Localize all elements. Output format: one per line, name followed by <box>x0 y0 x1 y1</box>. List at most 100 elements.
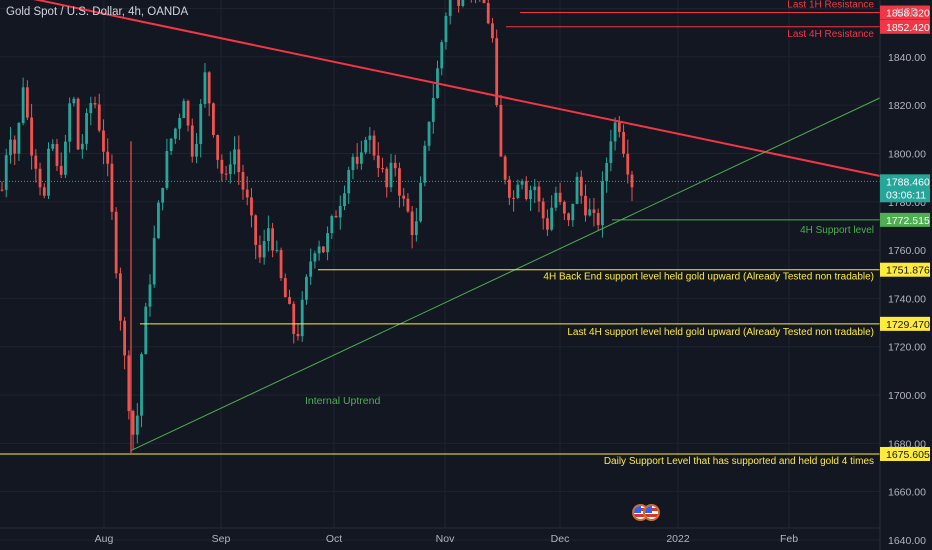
candle-body[interactable] <box>330 215 334 234</box>
candle-body[interactable] <box>178 118 181 129</box>
candle-body[interactable] <box>486 3 490 24</box>
candle-body[interactable] <box>203 72 207 104</box>
candle-body[interactable] <box>237 149 241 173</box>
candle-body[interactable] <box>524 180 528 200</box>
candle-body[interactable] <box>182 100 186 119</box>
candle-body[interactable] <box>334 215 338 218</box>
candle-body[interactable] <box>190 125 194 157</box>
candle-body[interactable] <box>444 15 448 43</box>
candle-body[interactable] <box>271 228 275 251</box>
candle-body[interactable] <box>68 103 72 142</box>
candle-body[interactable] <box>622 131 625 154</box>
candle-body[interactable] <box>144 306 148 355</box>
candle-body[interactable] <box>233 149 236 165</box>
candle-body[interactable] <box>195 143 198 157</box>
candle-body[interactable] <box>21 87 25 124</box>
candle-body[interactable] <box>212 103 215 135</box>
candle-body[interactable] <box>313 253 317 262</box>
candle-body[interactable] <box>207 72 211 104</box>
candle-body[interactable] <box>42 187 46 196</box>
candle-body[interactable] <box>199 103 203 144</box>
candle-body[interactable] <box>440 42 444 69</box>
candle-body[interactable] <box>321 246 325 253</box>
candle-body[interactable] <box>250 197 253 216</box>
candle-body[interactable] <box>220 159 224 174</box>
candle-body[interactable] <box>131 410 135 435</box>
candle-body[interactable] <box>461 0 465 6</box>
candle-body[interactable] <box>609 141 613 163</box>
candle-body[interactable] <box>359 152 363 164</box>
candle-body[interactable] <box>457 0 461 6</box>
candle-body[interactable] <box>537 186 541 202</box>
candle-body[interactable] <box>55 144 59 166</box>
candle-body[interactable] <box>165 151 169 188</box>
candle-body[interactable] <box>279 250 283 279</box>
candle-body[interactable] <box>76 98 80 150</box>
candle-body[interactable] <box>554 192 558 208</box>
candle-body[interactable] <box>9 139 12 156</box>
candle-body[interactable] <box>372 135 376 156</box>
candle-body[interactable] <box>85 113 88 144</box>
candle-body[interactable] <box>4 155 8 190</box>
candle-body[interactable] <box>224 173 228 175</box>
candle-body[interactable] <box>292 303 296 334</box>
candle-body[interactable] <box>368 135 372 140</box>
candle-body[interactable] <box>541 201 545 219</box>
candle-body[interactable] <box>385 168 389 188</box>
candle-body[interactable] <box>423 145 427 183</box>
candle-body[interactable] <box>499 105 503 157</box>
candle-body[interactable] <box>533 186 537 191</box>
candle-body[interactable] <box>296 333 300 337</box>
candle-body[interactable] <box>402 195 406 199</box>
candle-body[interactable] <box>427 121 431 146</box>
candle-body[interactable] <box>326 233 329 253</box>
candle-body[interactable] <box>51 144 55 149</box>
candle-body[interactable] <box>482 0 486 4</box>
candle-body[interactable] <box>398 168 401 196</box>
candle-body[interactable] <box>529 190 532 200</box>
candle-body[interactable] <box>410 211 414 236</box>
candle-body[interactable] <box>355 156 359 164</box>
candle-body[interactable] <box>72 98 76 104</box>
candle-body[interactable] <box>114 211 118 274</box>
candle-body[interactable] <box>161 187 165 203</box>
candle-body[interactable] <box>626 153 630 175</box>
candle-body[interactable] <box>516 184 520 198</box>
candle-body[interactable] <box>617 122 621 132</box>
candle-body[interactable] <box>309 261 313 277</box>
candle-body[interactable] <box>30 117 33 156</box>
candle-body[interactable] <box>123 320 127 356</box>
candle-body[interactable] <box>135 415 139 435</box>
candle-body[interactable] <box>34 155 38 169</box>
candle-body[interactable] <box>169 138 173 152</box>
candle-body[interactable] <box>579 176 583 196</box>
candle-body[interactable] <box>431 98 435 122</box>
candle-body[interactable] <box>0 189 4 191</box>
candle-body[interactable] <box>613 122 617 142</box>
candle-body[interactable] <box>491 23 494 39</box>
candle-body[interactable] <box>503 156 507 180</box>
candle-body[interactable] <box>47 148 50 196</box>
candle-body[interactable] <box>59 165 63 175</box>
candle-body[interactable] <box>118 273 122 321</box>
candle-body[interactable] <box>381 168 384 170</box>
candle-body[interactable] <box>216 134 220 160</box>
candle-body[interactable] <box>512 197 516 199</box>
us-flag-icon[interactable] <box>643 504 660 521</box>
candle-body[interactable] <box>495 38 499 106</box>
candle-body[interactable] <box>157 202 160 239</box>
candle-body[interactable] <box>567 213 570 221</box>
candle-body[interactable] <box>266 228 270 242</box>
candle-body[interactable] <box>592 209 596 214</box>
candle-body[interactable] <box>343 193 346 207</box>
candle-body[interactable] <box>140 354 143 416</box>
candle-body[interactable] <box>17 123 21 154</box>
candle-body[interactable] <box>97 104 101 131</box>
candle-body[interactable] <box>507 179 511 198</box>
candle-body[interactable] <box>106 151 110 164</box>
candle-body[interactable] <box>254 215 258 245</box>
candle-body[interactable] <box>406 198 410 212</box>
candle-body[interactable] <box>64 141 67 175</box>
candles[interactable] <box>0 0 634 454</box>
